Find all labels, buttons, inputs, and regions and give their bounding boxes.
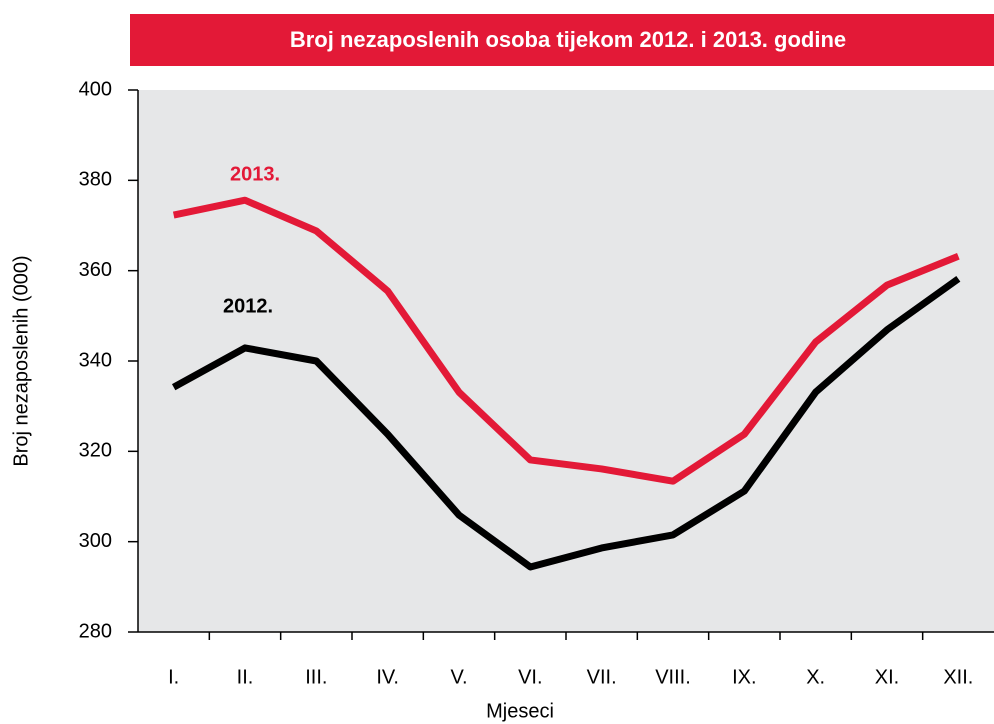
series-label: 2013. bbox=[230, 163, 280, 185]
series-line bbox=[171, 275, 961, 571]
x-tick-label: XI. bbox=[875, 666, 899, 688]
x-tick-label: I. bbox=[168, 666, 179, 688]
x-tick-label: IV. bbox=[376, 666, 399, 688]
y-tick-label: 400 bbox=[79, 78, 112, 100]
y-tick-label: 300 bbox=[79, 530, 112, 552]
x-tick-label: X. bbox=[806, 666, 825, 688]
x-tick-label: XII. bbox=[943, 666, 973, 688]
series-line bbox=[172, 196, 960, 485]
y-tick-label: 280 bbox=[79, 620, 112, 642]
x-tick-label: VII. bbox=[587, 666, 617, 688]
y-tick-label: 360 bbox=[79, 259, 112, 281]
x-tick-label: VIII. bbox=[655, 666, 691, 688]
x-tick-label: V. bbox=[450, 666, 467, 688]
y-tick-label: 340 bbox=[79, 349, 112, 371]
y-tick-label: 320 bbox=[79, 440, 112, 462]
x-tick-label: VI. bbox=[518, 666, 542, 688]
x-axis-label: Mjeseci bbox=[486, 700, 554, 722]
x-tick-label: III. bbox=[305, 666, 327, 688]
x-tick-label: II. bbox=[237, 666, 254, 688]
title-banner bbox=[130, 14, 994, 66]
x-tick-label: IX. bbox=[732, 666, 756, 688]
y-tick-label: 380 bbox=[79, 169, 112, 191]
chart-title: Broj nezaposlenih osoba tijekom 2012. i … bbox=[290, 27, 846, 52]
y-axis-label: Broj nezaposlenih (000) bbox=[10, 255, 32, 466]
series-label: 2012. bbox=[223, 295, 273, 317]
